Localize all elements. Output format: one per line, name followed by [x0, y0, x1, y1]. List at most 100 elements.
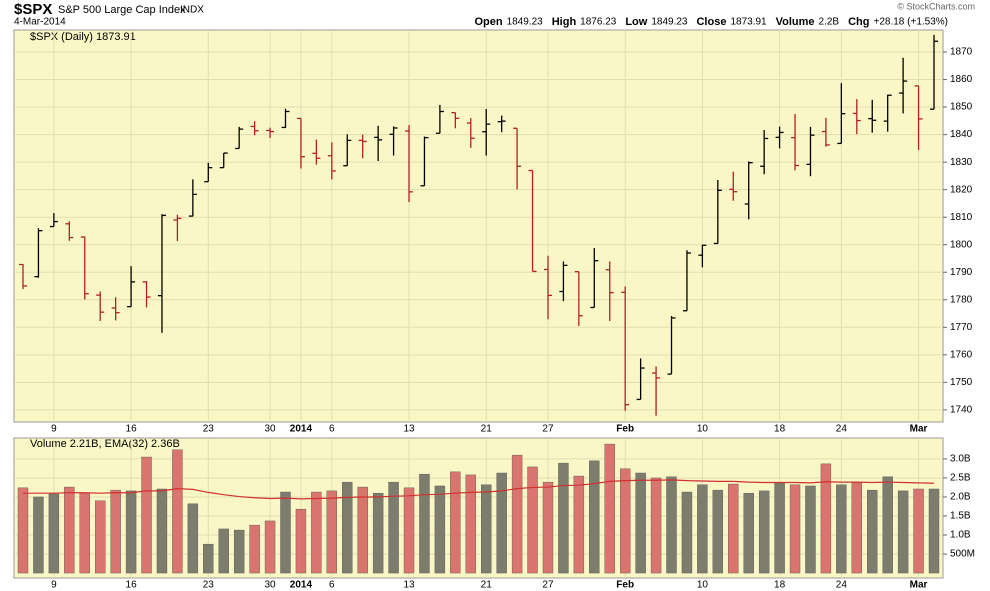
volume-bar [867, 489, 878, 574]
x-tick-label: 2014 [290, 424, 313, 435]
x-tick-label: Feb [616, 424, 634, 435]
x-tick-label: 9 [51, 580, 57, 591]
volume-bar [419, 473, 430, 574]
volume-bar [372, 492, 384, 574]
volume-bar [774, 482, 785, 574]
y-tick-label: 1740 [950, 405, 973, 416]
date: 4-Mar-2014 [14, 17, 66, 28]
x-tick-label: 2014 [290, 580, 313, 591]
volume-bar [527, 466, 538, 574]
y-tick-label: 1770 [950, 322, 973, 333]
quote-value: 2.2B [819, 17, 840, 28]
quote-value: +28.18 (+1.53%) [874, 17, 949, 28]
y-tick-label: 1860 [950, 74, 973, 85]
x-tick-label: 27 [542, 580, 554, 591]
quote-label: Volume [776, 16, 815, 28]
volume-bar [141, 456, 152, 574]
x-tick-label: 10 [697, 424, 709, 435]
x-tick-label: 23 [203, 580, 215, 591]
y-tick-label: 3.0B [950, 454, 971, 465]
volume-bar [203, 543, 214, 574]
x-tick-label: 6 [329, 424, 335, 435]
volume-bar [542, 481, 554, 574]
x-tick-label: 24 [836, 580, 848, 591]
volume-bar [758, 490, 770, 574]
y-tick-label: 1.0B [950, 530, 971, 541]
volume-bar [666, 476, 677, 574]
x-tick-label: 30 [264, 580, 276, 591]
volume-bar [311, 491, 322, 574]
volume-bar [342, 481, 353, 574]
quote-label: Open [474, 16, 502, 28]
volume-bar [481, 484, 492, 574]
exchange: INDX [180, 5, 204, 16]
volume-bar [511, 454, 523, 574]
y-tick-label: 2.0B [950, 492, 971, 503]
volume-bar [743, 492, 754, 574]
x-tick-label: 13 [403, 580, 415, 591]
quote-value: 1873.91 [730, 17, 767, 28]
y-tick-label: 1790 [950, 267, 973, 278]
x-tick-label: 13 [403, 424, 415, 435]
volume-bar [697, 484, 708, 574]
volume-bar [928, 488, 940, 574]
volume-bar [619, 468, 631, 574]
volume-bar [48, 493, 60, 574]
y-tick-label: 1750 [950, 377, 973, 388]
x-tick-label: 30 [264, 424, 276, 435]
volume-bar [681, 491, 693, 574]
volume-bar [635, 472, 646, 574]
y-tick-label: 1780 [950, 294, 973, 305]
volume-bar [233, 529, 245, 574]
x-tick-label: Feb [616, 580, 634, 591]
volume-bar [33, 496, 44, 574]
volume-bar [851, 482, 862, 574]
volume-bar [434, 485, 446, 574]
volume-legend: Volume 2.21B, EMA(32) 2.36B [30, 438, 180, 450]
quote-label: Low [625, 16, 647, 28]
volume-panel [13, 437, 944, 579]
volume-bar [589, 460, 600, 574]
volume-bar [79, 492, 90, 574]
volume-bar [17, 487, 29, 574]
y-tick-label: 1840 [950, 129, 973, 140]
x-tick-label: 16 [126, 424, 138, 435]
volume-bar [172, 449, 183, 574]
y-tick-label: 1850 [950, 102, 973, 113]
y-tick-label: 2.5B [950, 473, 971, 484]
quote-label: High [552, 16, 577, 28]
volume-bar [280, 491, 291, 574]
volume-bar [604, 443, 615, 574]
volume-bar [465, 474, 476, 574]
volume-bar [712, 489, 724, 574]
volume-bar [805, 485, 816, 574]
y-tick-label: 1830 [950, 157, 973, 168]
x-tick-label: 10 [697, 580, 709, 591]
volume-bar [728, 483, 739, 574]
index-name: S&P 500 Large Cap Index [58, 4, 186, 16]
volume-bar [882, 476, 893, 574]
quote: +28.18 (+1.53%) Chg 2.2B Volume 1873.91 Close… [474, 16, 948, 28]
y-tick-label: 1760 [950, 349, 973, 360]
ema-line [23, 479, 935, 500]
volume-bar [650, 477, 662, 574]
volume-bar [95, 500, 106, 574]
y-tick-label: 1.5B [950, 511, 971, 522]
x-tick-label: 16 [126, 580, 138, 591]
copyright: © StockCharts.com [897, 1, 975, 11]
volume-bar [403, 487, 415, 574]
x-tick-label: 24 [836, 424, 848, 435]
volume-bar [218, 528, 229, 574]
y-tick-label: 1870 [950, 47, 973, 58]
volume-bar [913, 488, 924, 574]
x-tick-label: 18 [774, 424, 786, 435]
quote-label: Chg [848, 16, 869, 28]
x-tick-label: 23 [203, 424, 215, 435]
volume-bar [357, 486, 368, 574]
x-tick-label: 21 [481, 424, 493, 435]
volume-bar [496, 472, 507, 574]
volume-bar [573, 475, 585, 574]
volume-bar [789, 484, 801, 574]
volume-bar [187, 503, 199, 574]
volume-bar [156, 488, 168, 574]
